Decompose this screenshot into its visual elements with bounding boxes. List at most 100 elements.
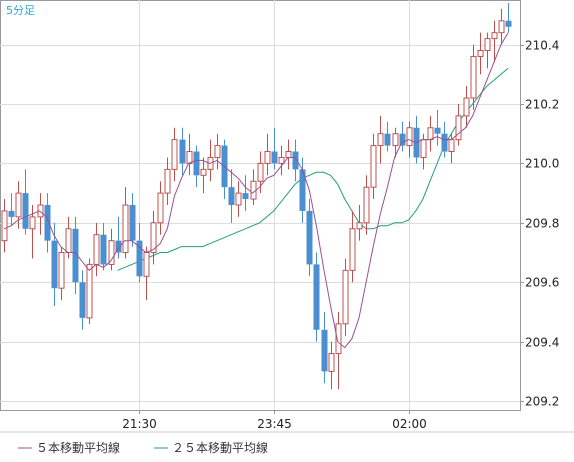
candle <box>484 32 491 69</box>
candle-body-up <box>406 127 413 147</box>
candle-body-up <box>29 216 36 230</box>
candle-body-up <box>455 115 462 141</box>
y-tick-label: 209.6 <box>525 276 559 290</box>
candle-body-up <box>186 151 193 164</box>
candle-body-up <box>65 228 72 254</box>
candle <box>214 133 221 170</box>
candle-body-down <box>79 282 86 318</box>
x-tick-label: 02:00 <box>392 417 427 431</box>
candle-body-down <box>129 205 136 241</box>
y-tick-label: 210.4 <box>525 39 559 53</box>
candle <box>22 169 29 235</box>
candle <box>370 133 377 200</box>
candle-body-up <box>37 204 44 218</box>
candle-body-up <box>257 162 264 182</box>
candle <box>44 193 51 253</box>
candle-body-up <box>356 222 363 230</box>
y-tick-label: 209.8 <box>525 217 559 231</box>
candle-body-up <box>448 139 455 153</box>
chart-title: 5分足 <box>6 4 35 17</box>
candle <box>384 121 391 152</box>
legend-label-ma25: ２５本移動平均線 <box>172 440 268 455</box>
candle-body-up <box>463 97 470 117</box>
candle-body-down <box>292 151 299 170</box>
candle <box>306 199 313 277</box>
candle-body-up <box>470 55 477 99</box>
y-tick-label: 209.4 <box>525 336 559 350</box>
candle <box>200 157 207 194</box>
candle-body-up <box>108 240 115 265</box>
candle-body-up <box>349 228 356 271</box>
candle-body-down <box>399 133 406 146</box>
candle-body-down <box>505 20 512 27</box>
candle-body-down <box>434 127 441 134</box>
candle <box>477 32 484 75</box>
candle-body-up <box>377 133 384 147</box>
y-axis: 209.2 209.4 209.6 209.8 210.0 210.2 210.4 <box>520 39 559 409</box>
candle <box>491 20 498 63</box>
x-tick-label: 21:30 <box>122 417 157 431</box>
candle-body-down <box>51 240 58 289</box>
candle-body-up <box>278 156 285 164</box>
y-tick-label: 209.2 <box>525 395 559 409</box>
candle-body-down <box>271 151 278 164</box>
candle-body-up <box>250 180 257 200</box>
candle <box>505 2 512 33</box>
plot-area-border <box>0 0 521 411</box>
candle <box>342 258 349 336</box>
candle-body-down <box>115 240 122 253</box>
candle-body-up <box>214 145 221 158</box>
candle <box>313 252 320 342</box>
y-tick-label: 210.2 <box>525 98 559 112</box>
candle <box>15 181 22 229</box>
candle-body-down <box>22 193 29 229</box>
candle <box>179 127 186 176</box>
candle-body-down <box>306 210 313 265</box>
candle-body-down <box>179 139 186 164</box>
candle <box>335 311 342 390</box>
candle <box>129 193 136 247</box>
candle <box>193 145 200 188</box>
candle-body-up <box>171 139 178 170</box>
legend-item-ma25: ２５本移動平均線 <box>154 440 268 455</box>
candle <box>278 145 285 176</box>
candle-body-up <box>484 38 491 52</box>
candle-body-up <box>157 192 164 224</box>
candle <box>321 311 328 384</box>
candle-body-down <box>441 133 448 152</box>
legend-item-ma5: ５本移動平均線 <box>18 440 120 455</box>
candle <box>58 246 65 301</box>
candle <box>115 216 122 259</box>
candle-body-down <box>8 210 15 217</box>
candle <box>136 222 143 283</box>
ma5-series <box>3 32 509 349</box>
candle-body-up <box>93 234 100 265</box>
ma5-line <box>3 32 509 349</box>
candle <box>271 127 278 170</box>
candle <box>108 228 115 271</box>
candle <box>264 133 271 176</box>
candle <box>299 157 306 223</box>
candle-body-up <box>200 168 207 176</box>
candle <box>100 222 107 271</box>
candle-body-up <box>427 127 434 141</box>
candle-body-up <box>420 139 427 158</box>
candle <box>79 270 86 330</box>
candle-body-down <box>299 169 306 211</box>
candle <box>392 127 399 158</box>
candle-body-up <box>122 204 129 254</box>
candle-body-up <box>164 168 171 194</box>
candle <box>463 86 470 128</box>
candle <box>399 121 406 152</box>
candle <box>164 157 171 205</box>
candle <box>150 210 157 265</box>
candle <box>349 210 356 283</box>
candle-body-up <box>392 133 399 147</box>
x-tick-label: 23:45 <box>257 417 292 431</box>
candle-body-down <box>72 228 79 283</box>
candle <box>228 169 235 223</box>
candle-body-up <box>498 20 505 34</box>
candle-body-up <box>477 50 484 57</box>
candle-body-up <box>285 151 292 158</box>
